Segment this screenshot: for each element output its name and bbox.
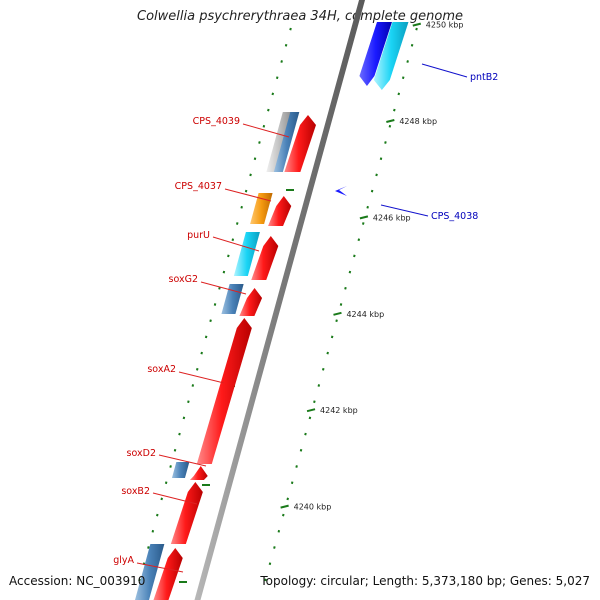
- feature-label[interactable]: CPS_4037: [175, 181, 222, 192]
- leader-line: [152, 492, 198, 505]
- feature-label[interactable]: CPS_4039: [193, 116, 240, 127]
- outer-tick-track: [264, 27, 418, 582]
- gene-soxb2[interactable]: [170, 482, 203, 544]
- gene-cps-4038[interactable]: [335, 186, 347, 196]
- gene-cps-4037-red[interactable]: [268, 196, 292, 226]
- gene-cps-4039[interactable]: [284, 115, 316, 172]
- feature-label[interactable]: pntB2: [470, 72, 498, 83]
- gene-glya[interactable]: [153, 548, 183, 600]
- tick-label: 4240 kbp: [294, 503, 332, 512]
- major-tick: [333, 311, 342, 316]
- major-tick: [280, 504, 289, 509]
- leader-line: [158, 454, 207, 467]
- gene-cps-4039-silver[interactable]: [266, 112, 293, 172]
- genome-backbone: [194, 0, 366, 600]
- topology-label: Topology: circular; Length: 5,373,180 bp…: [260, 574, 590, 588]
- feature-label[interactable]: soxG2: [169, 274, 199, 285]
- major-tick: [412, 22, 422, 27]
- leader-line: [421, 63, 468, 78]
- major-tick: [386, 119, 395, 123]
- gene-puru-cyan[interactable]: [233, 232, 260, 276]
- leader-line: [136, 562, 184, 573]
- gene-soxd2-red[interactable]: [189, 466, 208, 480]
- leader-line: [212, 236, 260, 252]
- accession-label: Accession: NC_003910: [9, 574, 146, 588]
- tick-label: 4250 kbp: [426, 21, 464, 30]
- gene-puru[interactable]: [251, 236, 279, 280]
- gene-cps-4039-steel[interactable]: [273, 112, 300, 172]
- gene-glya-steel[interactable]: [135, 544, 165, 600]
- tick-label: 4248 kbp: [399, 117, 437, 126]
- feature-label[interactable]: soxA2: [147, 364, 176, 375]
- inner-tick-track: [138, 27, 292, 582]
- tick-label: 4244 kbp: [346, 310, 384, 319]
- major-tick: [359, 215, 369, 220]
- gene-soxd2[interactable]: [171, 462, 190, 478]
- feature-label[interactable]: CPS_4038: [431, 211, 478, 222]
- gene-cps-4037[interactable]: [250, 193, 273, 224]
- gene-soxa2[interactable]: [196, 318, 252, 464]
- leader-line: [178, 371, 225, 384]
- leader-line: [380, 204, 429, 217]
- tick-label: 4246 kbp: [373, 213, 411, 222]
- leader-line: [200, 281, 247, 295]
- map-title: Colwellia psychrerythraea 34H, complete …: [137, 9, 463, 24]
- gene-pntb2[interactable]: [373, 22, 409, 90]
- tick-label: 4242 kbp: [320, 406, 358, 415]
- leader-line: [242, 123, 290, 138]
- gene-soxg2[interactable]: [239, 288, 263, 316]
- leader-line: [224, 188, 272, 202]
- feature-label[interactable]: soxD2: [127, 448, 156, 459]
- gene-pntb2-blue[interactable]: [359, 22, 392, 86]
- major-tick: [306, 408, 316, 413]
- feature-label[interactable]: soxB2: [121, 486, 150, 497]
- feature-label[interactable]: purU: [187, 230, 210, 241]
- feature-label[interactable]: glyA: [113, 555, 134, 566]
